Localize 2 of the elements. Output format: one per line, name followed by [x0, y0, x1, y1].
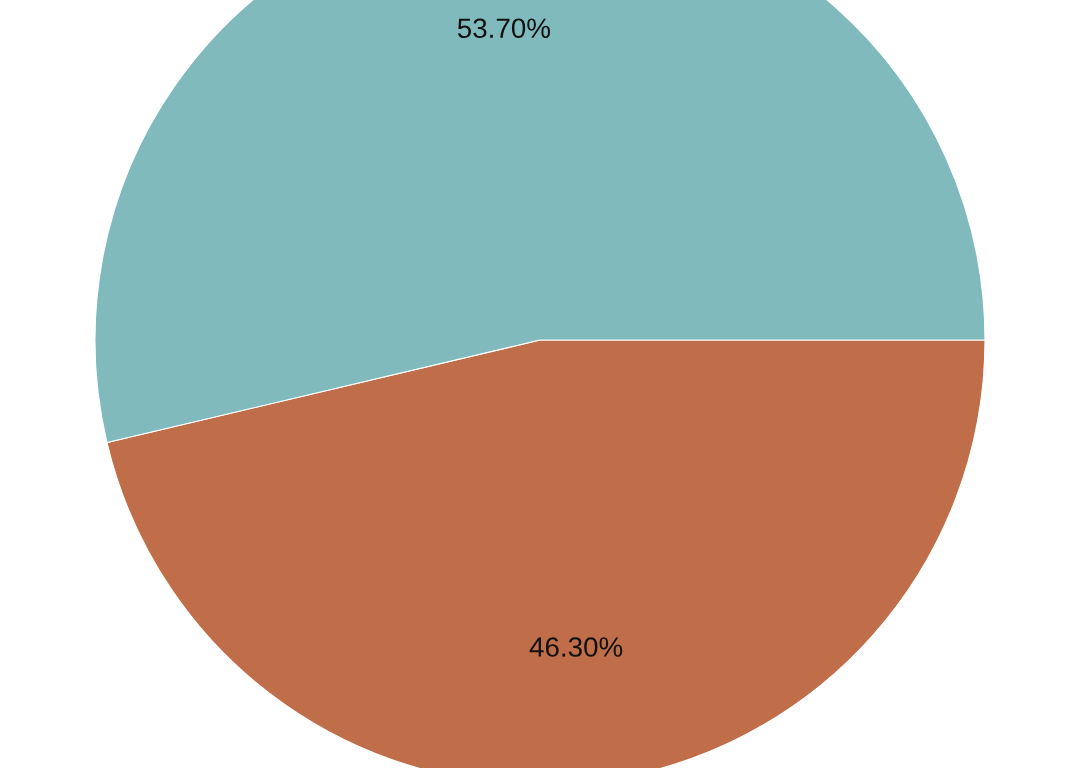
data-label: 53.70%: [457, 18, 550, 39]
data-label: 46.30%: [529, 637, 623, 657]
